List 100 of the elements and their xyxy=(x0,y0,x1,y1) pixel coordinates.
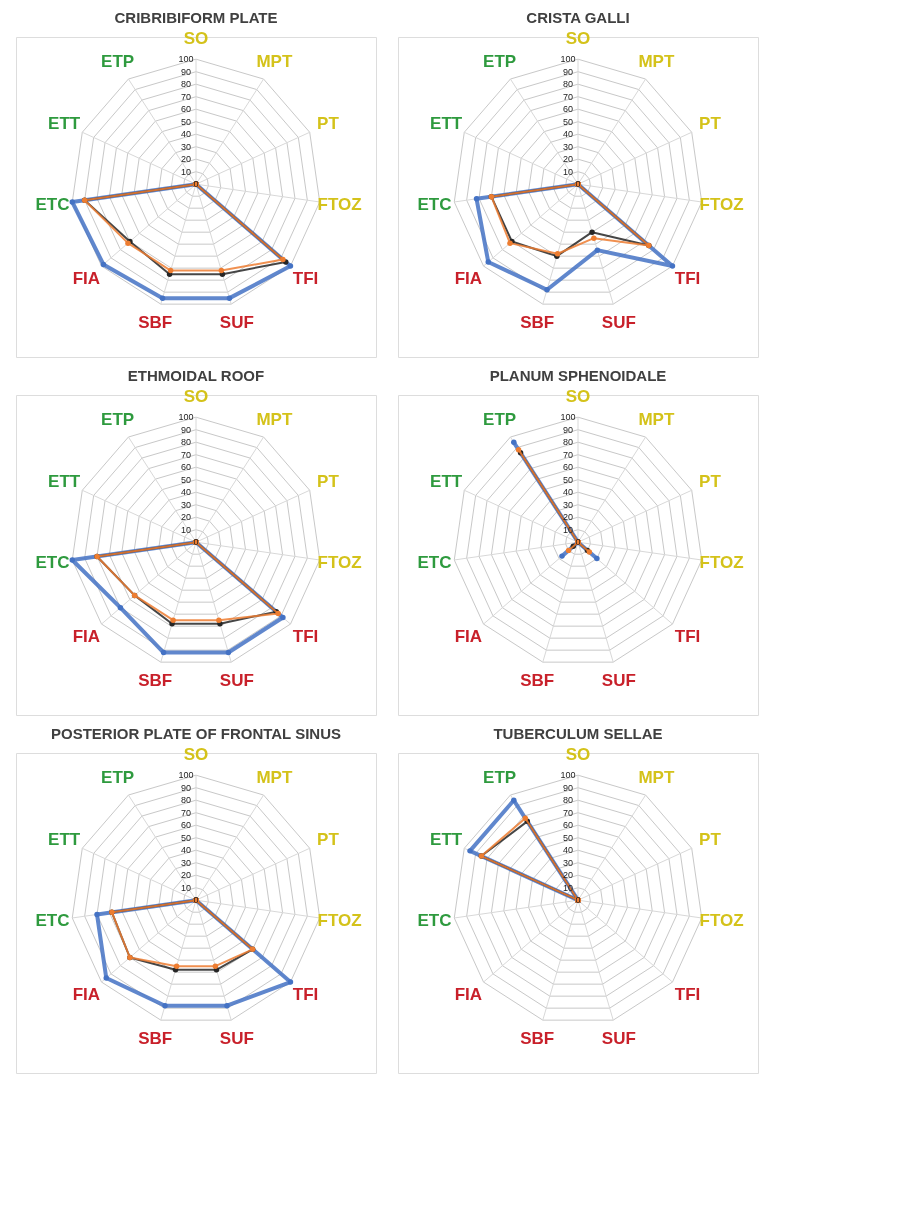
y-tick-label: 50 xyxy=(562,832,574,843)
y-tick-label: 100 xyxy=(560,412,576,423)
y-tick-label: 100 xyxy=(178,770,194,781)
spoke-label: FIA xyxy=(72,269,101,289)
y-tick-label: 90 xyxy=(180,66,192,77)
spoke-label: FTOZ xyxy=(317,910,362,930)
y-tick-label: 20 xyxy=(562,870,574,881)
spoke-label: TFI xyxy=(674,627,701,647)
y-tick-label: 40 xyxy=(562,129,574,140)
spoke-label: ETT xyxy=(430,471,463,491)
spoke-label: SO xyxy=(565,745,591,765)
y-tick-label: 50 xyxy=(562,116,574,127)
spoke-label: FTOZ xyxy=(317,194,362,214)
y-tick-label: 90 xyxy=(180,424,192,435)
spoke-label: MPT xyxy=(256,52,293,72)
y-tick-label: 0 xyxy=(193,179,199,190)
spoke-label: SO xyxy=(565,29,591,49)
y-tick-label: 80 xyxy=(562,79,574,90)
y-tick-label: 70 xyxy=(562,807,574,818)
spoke-label: ETP xyxy=(483,768,517,788)
y-tick-label: 70 xyxy=(562,91,574,102)
y-tick-label: 40 xyxy=(180,487,192,498)
spoke-label: FIA xyxy=(454,627,483,647)
spoke-label: PT xyxy=(317,471,340,491)
spoke-label: ETP xyxy=(101,768,135,788)
chart-title: TUBERCULUM SELLAE xyxy=(493,725,663,743)
chart-title: POSTERIOR PLATE OF FRONTAL SINUS xyxy=(50,725,342,743)
y-tick-label: 0 xyxy=(193,537,199,548)
y-tick-label: 60 xyxy=(562,104,574,115)
y-tick-label: 50 xyxy=(180,474,192,485)
spoke-label: SBF xyxy=(138,1029,173,1049)
y-tick-label: 20 xyxy=(562,154,574,165)
y-tick-label: 60 xyxy=(562,462,574,473)
spoke-label: PT xyxy=(699,829,722,849)
y-tick-label: 20 xyxy=(180,870,192,881)
y-tick-label: 80 xyxy=(180,437,192,448)
y-tick-label: 80 xyxy=(562,795,574,806)
y-tick-label: 10 xyxy=(180,524,192,535)
spoke-label: FIA xyxy=(454,269,483,289)
spoke-label: SBF xyxy=(520,1029,555,1049)
spoke-label: SUF xyxy=(601,313,636,333)
spoke-label: ETP xyxy=(101,52,135,72)
chart-title: ETHMOIDAL ROOF xyxy=(127,367,265,385)
spoke-label: ETT xyxy=(48,471,81,491)
spoke-label: ETP xyxy=(483,410,517,430)
y-tick-label: 70 xyxy=(180,449,192,460)
spoke-label: PT xyxy=(317,829,340,849)
spoke-label: SO xyxy=(183,387,209,407)
y-tick-label: 50 xyxy=(180,116,192,127)
spoke-label: ETP xyxy=(483,52,517,72)
y-tick-label: 80 xyxy=(180,795,192,806)
spoke-label: SO xyxy=(565,387,591,407)
spoke-label: MPT xyxy=(256,410,293,430)
spoke-label: SBF xyxy=(520,313,555,333)
y-tick-label: 0 xyxy=(575,895,581,906)
chart-title: PLANUM SPHENOIDALE xyxy=(489,367,667,385)
spoke-label: FTOZ xyxy=(699,194,744,214)
y-tick-label: 100 xyxy=(560,54,576,65)
spoke-label: ETC xyxy=(417,552,452,572)
y-tick-label: 90 xyxy=(562,782,574,793)
spoke-label: SUF xyxy=(219,1029,254,1049)
y-tick-label: 20 xyxy=(562,512,574,523)
spoke-label: ETC xyxy=(35,552,70,572)
y-tick-label: 40 xyxy=(562,487,574,498)
y-tick-label: 100 xyxy=(178,54,194,65)
y-tick-label: 70 xyxy=(180,91,192,102)
spoke-label: SUF xyxy=(601,1029,636,1049)
y-tick-label: 30 xyxy=(180,141,192,152)
y-tick-label: 70 xyxy=(180,807,192,818)
y-tick-label: 30 xyxy=(562,141,574,152)
spoke-label: FIA xyxy=(454,985,483,1005)
spoke-label: MPT xyxy=(638,768,675,788)
y-tick-label: 30 xyxy=(562,857,574,868)
spoke-label: SUF xyxy=(219,313,254,333)
spoke-label: ETC xyxy=(35,910,70,930)
spoke-label: TFI xyxy=(292,627,319,647)
y-tick-label: 90 xyxy=(562,424,574,435)
y-tick-label: 30 xyxy=(180,857,192,868)
y-tick-label: 70 xyxy=(562,449,574,460)
spoke-label: SBF xyxy=(138,671,173,691)
spoke-label: MPT xyxy=(256,768,293,788)
y-tick-label: 20 xyxy=(180,154,192,165)
y-tick-label: 90 xyxy=(562,66,574,77)
spoke-label: FIA xyxy=(72,627,101,647)
spoke-label: SBF xyxy=(138,313,173,333)
spoke-label: ETT xyxy=(430,113,463,133)
chart-title: CRISTA GALLI xyxy=(526,9,630,27)
y-tick-label: 0 xyxy=(575,537,581,548)
y-tick-label: 0 xyxy=(575,179,581,190)
spoke-label: TFI xyxy=(292,269,319,289)
y-tick-label: 50 xyxy=(562,474,574,485)
y-tick-label: 0 xyxy=(193,895,199,906)
spoke-label: FTOZ xyxy=(317,552,362,572)
spoke-label: MPT xyxy=(638,410,675,430)
y-tick-label: 60 xyxy=(180,462,192,473)
spoke-label: MPT xyxy=(638,52,675,72)
spoke-label: FIA xyxy=(72,985,101,1005)
spoke-label: ETT xyxy=(430,829,463,849)
y-tick-label: 80 xyxy=(180,79,192,90)
y-tick-label: 60 xyxy=(562,820,574,831)
